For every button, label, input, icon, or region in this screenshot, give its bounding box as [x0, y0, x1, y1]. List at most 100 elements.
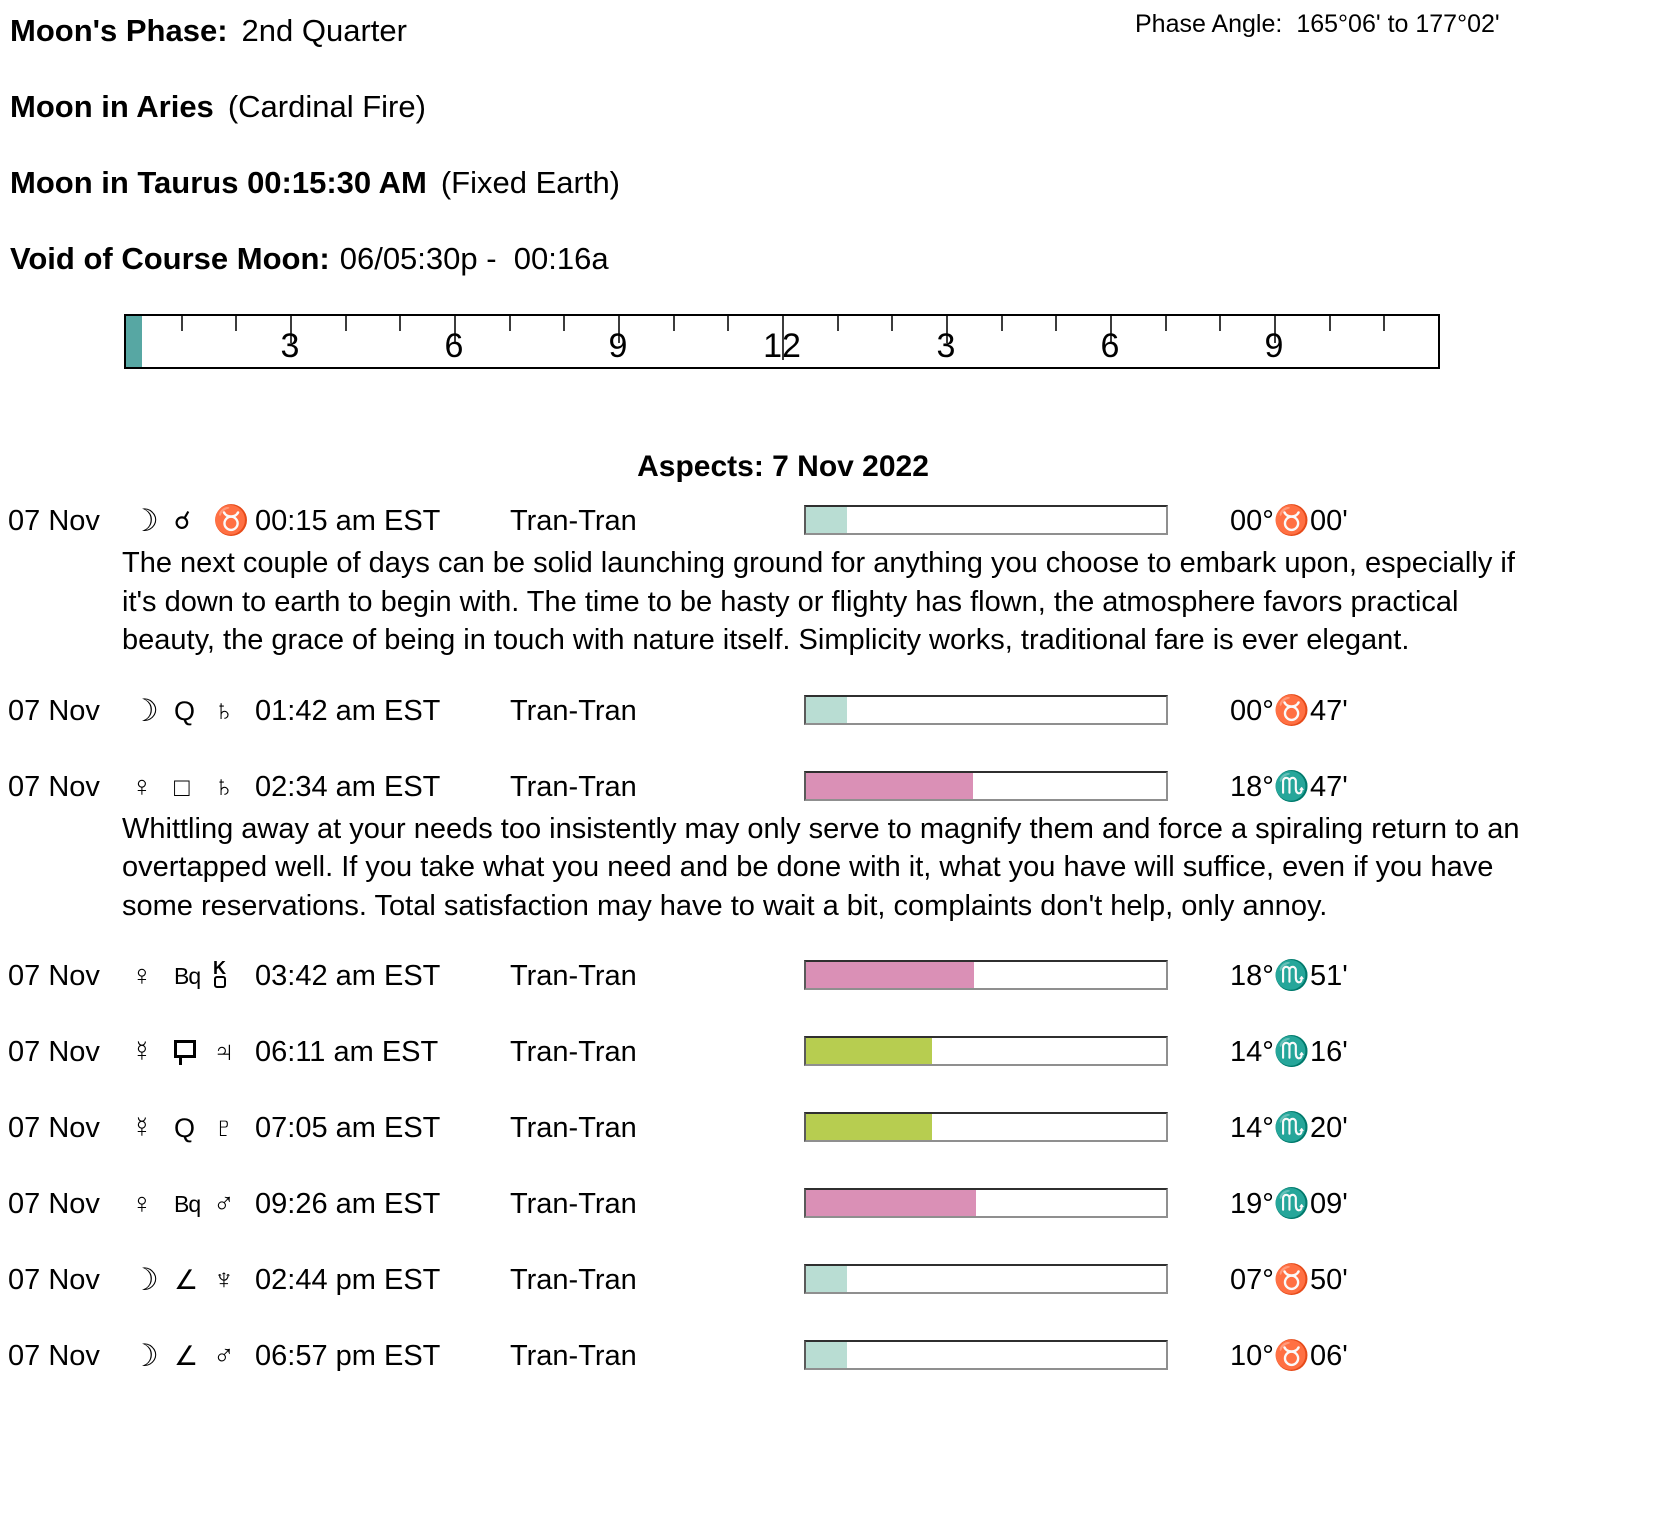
aspect-kind: Tran-Tran [510, 505, 637, 537]
biquintile-icon: Bq [174, 963, 201, 989]
aspect-strength-fill [806, 1342, 847, 1368]
aspect-strength-bar [804, 1340, 1168, 1370]
saturn-icon: ♄ [213, 770, 235, 803]
quintile-icon: Q [174, 695, 196, 726]
hour-tick [1219, 316, 1222, 331]
aspect-row: 07 Nov ☽ ☌ ♉ 00:15 am EST Tran-Tran 00°♉00' [0, 505, 1654, 537]
aspect-strength-fill [806, 696, 847, 723]
hour-tick [508, 316, 511, 331]
aspect-degree: 19°♏09' [1230, 1188, 1348, 1220]
aspect-date: 07 Nov [8, 960, 100, 992]
hour-tick [1110, 316, 1112, 343]
sesquiquadrate-icon [174, 1040, 196, 1065]
aspect-date: 07 Nov [8, 1036, 100, 1068]
hour-tick [180, 316, 183, 331]
aspect-strength-bar [804, 1036, 1168, 1066]
chiron-base [213, 976, 226, 988]
aspect-date: 07 Nov [8, 505, 100, 537]
hour-label: 6 [1100, 327, 1120, 365]
venus-icon: ♀ [131, 770, 153, 803]
aspect-kind: Tran-Tran [510, 1340, 637, 1372]
hour-tick [399, 316, 402, 331]
aspect-strength-bar [804, 960, 1168, 990]
aspect-kind: Tran-Tran [510, 1112, 637, 1144]
aspect-date: 07 Nov [8, 1264, 100, 1296]
hour-tick [836, 316, 839, 331]
aspect-kind: Tran-Tran [510, 694, 637, 727]
aspect-kind: Tran-Tran [510, 1188, 637, 1220]
aspect-kind: Tran-Tran [510, 770, 637, 803]
hour-label: 12 [763, 327, 801, 365]
saturn-icon: ♄ [213, 694, 235, 727]
aspect-time: 09:26 am EST [255, 1188, 441, 1220]
aspect-strength-fill [806, 1114, 933, 1140]
aspect-row: 07 Nov ☽ ∠ ♂ 06:57 pm EST Tran-Tran 10°♉06' [0, 1340, 1654, 1372]
aspects-title: Aspects: 7 Nov 2022 [637, 450, 929, 483]
venus-icon: ♀ [131, 960, 153, 992]
voc-period-marker [126, 316, 142, 367]
aspect-date: 07 Nov [8, 770, 100, 803]
aspect-row: 07 Nov ♀ Bq ♂ 09:26 am EST Tran-Tran 19°♏09' [0, 1188, 1654, 1220]
biquintile-icon: Bq [174, 1191, 201, 1217]
aspect-kind: Tran-Tran [510, 1264, 637, 1296]
chiron-k-glyph: K [213, 958, 226, 978]
aspect-degree: 18°♏51' [1230, 960, 1348, 992]
moon-icon: ☽ [131, 1262, 159, 1297]
hour-label: 9 [1264, 327, 1284, 365]
aspect-time: 00:15 am EST [255, 505, 441, 537]
aspect-degree: 18°♏47' [1230, 770, 1348, 803]
aspect-row: 07 Nov ☽ Q ♄ 01:42 am EST Tran-Tran 00°♉47' [0, 694, 1654, 727]
aspect-degree: 00°♉47' [1230, 694, 1348, 727]
hour-label: 6 [444, 327, 464, 365]
aspect-strength-fill [806, 1266, 847, 1292]
aspect-time: 03:42 am EST [255, 960, 441, 992]
moon-phase-line: Moon's Phase: 2nd Quarter [10, 12, 1654, 50]
hour-tick [1328, 316, 1331, 331]
aspect-degree: 07°♉50' [1230, 1264, 1348, 1296]
aspect-degree: 14°♏16' [1230, 1036, 1348, 1068]
aspect-row: 07 Nov ☿ ♃ 06:11 am EST Tran-Tran 14°♏16' [0, 1036, 1654, 1068]
hour-tick [891, 316, 894, 331]
mars-icon: ♂ [213, 1188, 235, 1220]
aspect-time: 01:42 am EST [255, 694, 441, 727]
hour-tick [1383, 316, 1386, 331]
aspect-strength-bar [804, 1112, 1168, 1142]
hour-label: 3 [936, 327, 956, 365]
mercury-icon: ☿ [131, 1112, 153, 1144]
semisquare-icon: ∠ [174, 1341, 199, 1371]
square-icon: □ [174, 771, 190, 802]
void-of-course-value: 06/05:30p - 00:16a [339, 241, 609, 276]
hour-tick [782, 316, 784, 360]
aspect-row: 07 Nov ☿ Q ♇ 07:05 am EST Tran-Tran 14°♏20' [0, 1112, 1654, 1144]
aspect-time: 06:57 pm EST [255, 1340, 441, 1372]
hour-tick [454, 316, 456, 343]
voc-24h-timeline: 3 6 9 12 3 6 9 [124, 314, 1440, 369]
pluto-icon: ♇ [213, 1112, 235, 1144]
aspect-degree: 00°♉00' [1230, 505, 1348, 537]
aspect-strength-fill [806, 1190, 977, 1216]
hour-tick [235, 316, 238, 331]
hour-tick [1164, 316, 1167, 331]
aspect-strength-bar [804, 1264, 1168, 1294]
aspect-time: 02:44 pm EST [255, 1264, 441, 1296]
aspect-strength-bar [804, 505, 1168, 535]
aspect-interpretation: The next couple of days can be solid lau… [122, 547, 1515, 656]
phase-angle-value: 165°06' to 177°02' [1296, 10, 1500, 38]
hour-tick [1274, 316, 1276, 343]
semisquare-icon: ∠ [174, 1265, 199, 1295]
aspect-kind: Tran-Tran [510, 960, 637, 992]
quintile-icon: Q [174, 1113, 196, 1143]
chiron-icon: K [213, 958, 226, 988]
hour-tick [946, 316, 948, 343]
hour-tick [1055, 316, 1058, 331]
hour-label: 3 [280, 327, 300, 365]
aspect-kind: Tran-Tran [510, 1036, 637, 1068]
neptune-icon: ♆ [213, 1264, 235, 1296]
hour-label: 9 [608, 327, 628, 365]
jupiter-icon: ♃ [213, 1036, 235, 1068]
mercury-icon: ☿ [131, 1036, 153, 1068]
aspect-time: 06:11 am EST [255, 1036, 439, 1068]
aspect-strength-fill [806, 962, 974, 988]
hour-tick [563, 316, 566, 331]
